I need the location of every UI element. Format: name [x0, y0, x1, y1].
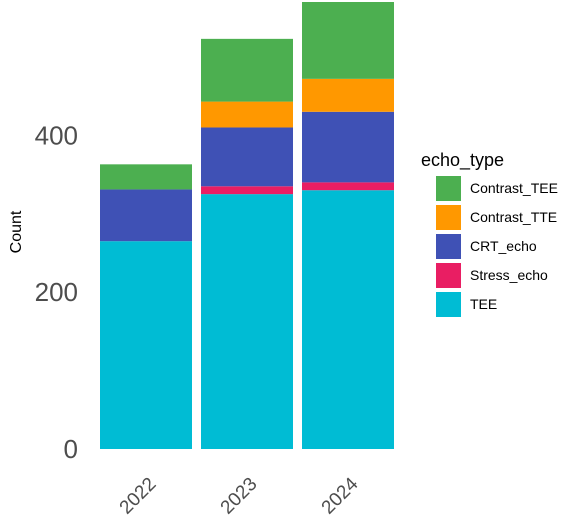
legend-item-Contrast_TTE: Contrast_TTE — [436, 205, 557, 230]
legend-label-TEE: TEE — [470, 296, 497, 312]
y-axis-title-group: Count — [8, 210, 25, 253]
bar-2022-CRT_echo — [100, 189, 192, 242]
legend-swatch-TEE — [436, 292, 461, 317]
bar-stack-2022 — [100, 164, 192, 449]
bar-2022-Contrast_TEE — [100, 164, 192, 190]
bar-2024-Contrast_TEE — [302, 2, 394, 79]
legend-label-CRT_echo: CRT_echo — [470, 238, 537, 254]
bars — [100, 2, 394, 450]
legend-item-TEE: TEE — [436, 292, 497, 317]
bar-2023-TEE — [201, 194, 293, 449]
bar-2024-Contrast_TTE — [302, 78, 394, 112]
legend-swatch-CRT_echo — [436, 234, 461, 259]
legend-item-CRT_echo: CRT_echo — [436, 234, 537, 259]
legend-label-Stress_echo: Stress_echo — [470, 267, 548, 283]
bar-2023-Contrast_TTE — [201, 101, 293, 128]
legend-swatch-Contrast_TTE — [436, 205, 461, 230]
bar-2024-Stress_echo — [302, 182, 394, 191]
bar-2024-TEE — [302, 190, 394, 450]
bar-2023-CRT_echo — [201, 127, 293, 187]
x-tick-label-2022: 2022 — [116, 474, 161, 519]
x-axis-ticks: 2022 2023 2024 — [116, 473, 363, 518]
bar-stack-2024 — [302, 2, 394, 450]
y-axis-title: Count — [8, 210, 25, 253]
legend-items: Contrast_TEE Contrast_TTE CRT_echo Stress_e… — [436, 176, 558, 317]
legend-swatch-Stress_echo — [436, 263, 461, 288]
y-axis-ticks: 0 200 400 — [35, 120, 78, 464]
x-tick-label-2024: 2024 — [318, 473, 363, 518]
bar-stack-2023 — [201, 38, 293, 449]
y-tick-label-200: 200 — [35, 277, 78, 307]
bar-2022-TEE — [100, 241, 192, 449]
legend-item-Stress_echo: Stress_echo — [436, 263, 548, 288]
bar-2023-Stress_echo — [201, 186, 293, 195]
legend-label-Contrast_TTE: Contrast_TTE — [470, 209, 557, 225]
bar-2024-CRT_echo — [302, 111, 394, 183]
legend-swatch-Contrast_TEE — [436, 176, 461, 201]
bar-2023-Contrast_TEE — [201, 38, 293, 102]
legend: echo_type Contrast_TEE Contrast_TTE CRT_ec… — [421, 150, 558, 317]
legend-item-Contrast_TEE: Contrast_TEE — [436, 176, 558, 201]
y-tick-label-400: 400 — [35, 120, 78, 150]
x-tick-label-2023: 2023 — [217, 474, 262, 519]
y-tick-label-0: 0 — [64, 434, 78, 464]
legend-title: echo_type — [421, 150, 504, 171]
legend-label-Contrast_TEE: Contrast_TEE — [470, 180, 558, 196]
